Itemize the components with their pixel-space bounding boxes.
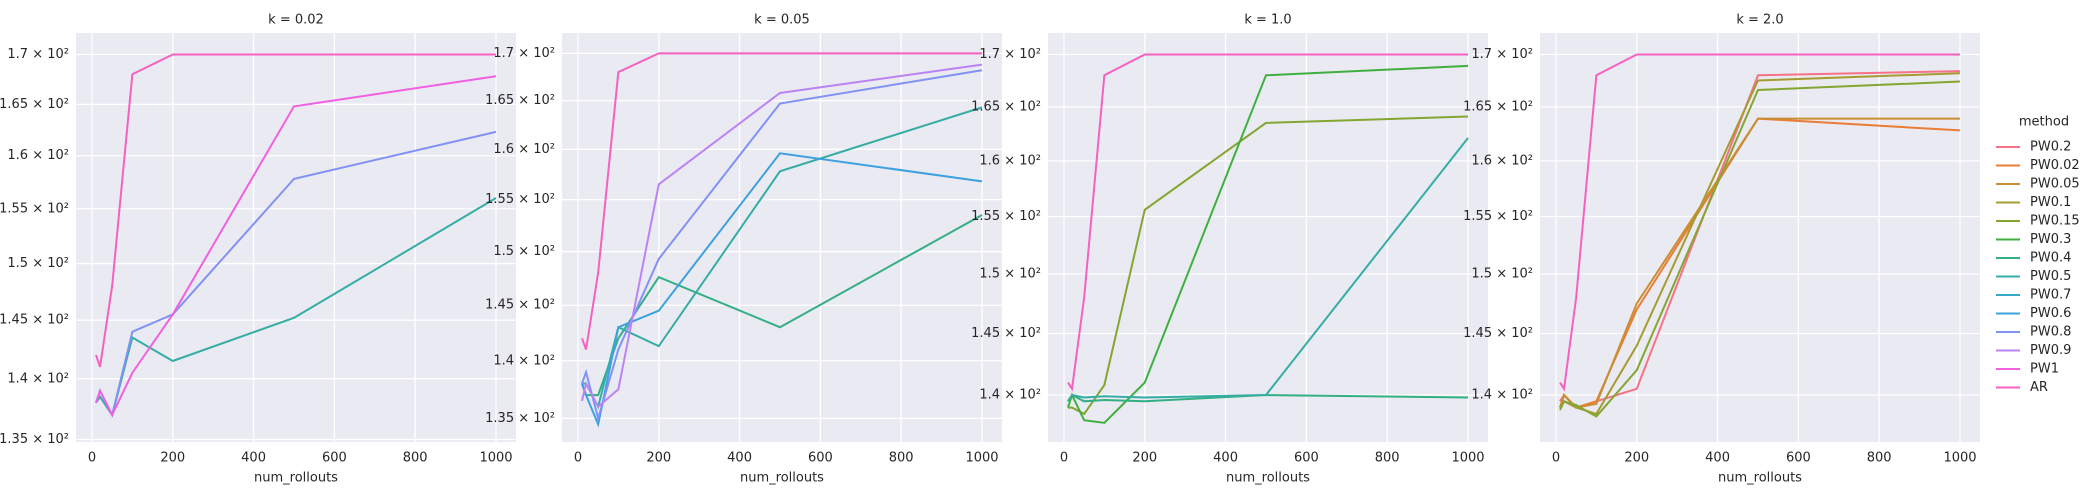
legend-title: method [2019,115,2069,130]
x-tick-label: 800 [1375,451,1400,466]
x-tick-label: 400 [241,451,266,466]
x-tick-label: 1000 [479,451,512,466]
x-tick-label: 0 [1060,451,1068,466]
series-line [95,197,497,418]
y-tick-label: 1.45 × 10² [0,313,69,328]
x-tick-label: 600 [808,451,833,466]
y-tick-label: 1.5 × 10² [1471,267,1533,282]
y-tick-label: 1.35 × 10² [0,432,69,447]
x-tick-label: 400 [1705,451,1730,466]
y-tick-label: 1.55 × 10² [971,209,1041,224]
series-line [581,52,982,350]
legend-label: PW0.5 [2030,269,2071,284]
plot-background [1048,33,1488,442]
x-tick-label: 800 [403,451,428,466]
x-tick-label: 1000 [965,451,998,466]
series-line [1559,53,1960,392]
x-tick-label: 200 [160,451,185,466]
x-axis-label: num_rollouts [1226,471,1310,486]
series-line [581,152,983,428]
y-tick-label: 1.5 × 10² [493,244,555,259]
x-tick-label: 600 [322,451,347,466]
series-line [1067,137,1469,402]
series-line [1559,117,1960,409]
x-tick-label: 0 [88,451,96,466]
legend-label: PW0.05 [2030,177,2080,192]
x-tick-label: 400 [1213,451,1238,466]
series-line [1067,53,1468,392]
legend-label: PW0.7 [2030,288,2071,303]
y-tick-label: 1.5 × 10² [979,267,1041,282]
plot-background [1540,33,1980,442]
x-tick-label: 200 [1132,451,1157,466]
y-tick-label: 1.7 × 10² [979,47,1041,62]
y-tick-label: 1.6 × 10² [493,142,555,157]
y-tick-label: 1.45 × 10² [1463,326,1533,341]
series-line [1559,80,1961,418]
series-line [95,53,496,368]
y-tick-label: 1.7 × 10² [1471,47,1533,62]
series-line [581,63,983,409]
y-tick-label: 1.7 × 10² [7,47,69,62]
x-tick-label: 800 [889,451,914,466]
legend-label: PW0.15 [2030,214,2080,229]
x-tick-label: 800 [1867,451,1892,466]
x-axis-label: num_rollouts [740,471,824,486]
panel-title: k = 0.02 [268,13,324,28]
x-tick-label: 1000 [1451,451,1484,466]
panel-title: k = 2.0 [1736,13,1783,28]
y-tick-label: 1.4 × 10² [979,388,1041,403]
y-tick-label: 1.4 × 10² [1471,388,1533,403]
x-tick-label: 600 [1786,451,1811,466]
series-line [1068,115,1469,416]
y-tick-label: 1.5 × 10² [7,256,69,271]
y-tick-label: 1.55 × 10² [0,201,69,216]
legend-label: AR [2030,380,2048,395]
series-line [581,69,983,423]
plot-background [76,33,516,442]
y-tick-label: 1.6 × 10² [1471,153,1533,168]
legend-label: PW0.2 [2030,140,2071,155]
y-tick-label: 1.65 × 10² [1463,99,1533,114]
plot-background [562,33,1002,442]
legend-label: PW0.9 [2030,343,2071,358]
legend-label: PW0.8 [2030,325,2071,340]
x-axis-label: num_rollouts [1718,471,1802,486]
x-tick-label: 0 [574,451,582,466]
y-tick-label: 1.4 × 10² [7,371,69,386]
x-tick-label: 1000 [1943,451,1976,466]
y-tick-label: 1.4 × 10² [493,353,555,368]
legend-label: PW0.6 [2030,306,2071,321]
y-tick-label: 1.55 × 10² [1463,209,1533,224]
y-tick-label: 1.65 × 10² [971,99,1041,114]
legend-label: PW1 [2030,362,2059,377]
panel-title: k = 0.05 [754,13,810,28]
y-tick-label: 1.35 × 10² [485,411,555,426]
legend-label: PW0.4 [2030,251,2071,266]
panel-title: k = 1.0 [1244,13,1291,28]
y-tick-label: 1.6 × 10² [979,153,1041,168]
y-tick-label: 1.55 × 10² [485,192,555,207]
y-tick-label: 1.7 × 10² [493,46,555,61]
y-tick-label: 1.45 × 10² [971,326,1041,341]
x-tick-label: 600 [1294,451,1319,466]
y-tick-label: 1.6 × 10² [7,148,69,163]
y-tick-label: 1.65 × 10² [0,97,69,112]
y-tick-label: 1.45 × 10² [485,298,555,313]
legend-label: PW0.02 [2030,158,2080,173]
x-tick-label: 400 [727,451,752,466]
series-line [95,75,497,418]
legend-label: PW0.1 [2030,195,2071,210]
x-tick-label: 200 [1624,451,1649,466]
x-axis-label: num_rollouts [254,471,338,486]
x-tick-label: 0 [1552,451,1560,466]
y-tick-label: 1.65 × 10² [485,93,555,108]
x-tick-label: 200 [646,451,671,466]
legend-label: PW0.3 [2030,232,2071,247]
